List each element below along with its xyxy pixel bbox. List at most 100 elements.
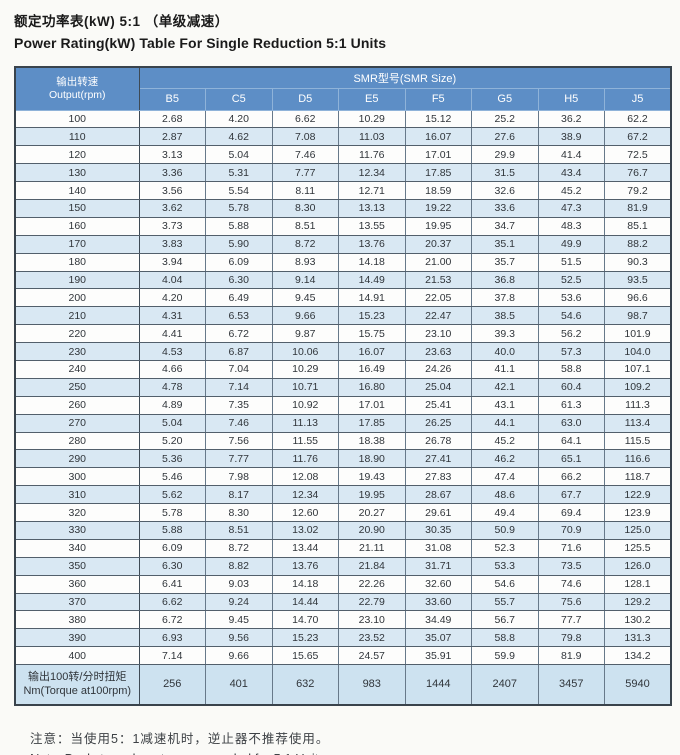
value-cell: 22.79	[338, 592, 406, 612]
value-cell: 5.31	[205, 163, 273, 183]
value-cell: 15.75	[338, 324, 406, 344]
value-cell: 81.9	[604, 198, 672, 218]
value-cell: 14.70	[271, 610, 339, 630]
column-header-h5: H5	[537, 87, 605, 111]
column-header-f5: F5	[404, 87, 472, 111]
value-cell: 13.44	[271, 538, 339, 558]
value-cell: 77.7	[537, 610, 605, 630]
value-cell: 44.1	[471, 413, 539, 433]
value-cell: 11.55	[271, 431, 339, 451]
value-cell: 8.51	[205, 520, 273, 540]
value-cell: 7.14	[205, 377, 273, 397]
value-cell: 2.68	[138, 109, 206, 129]
value-cell: 5.04	[138, 413, 206, 433]
value-cell: 60.4	[537, 377, 605, 397]
value-cell: 9.87	[271, 324, 339, 344]
value-cell: 81.9	[537, 646, 605, 666]
value-cell: 4.78	[138, 377, 206, 397]
value-cell: 58.8	[471, 628, 539, 648]
rpm-cell: 160	[14, 216, 140, 236]
value-cell: 3.13	[138, 145, 206, 165]
value-cell: 12.34	[338, 163, 406, 183]
value-cell: 65.1	[537, 449, 605, 469]
value-cell: 8.17	[205, 485, 273, 505]
value-cell: 19.95	[404, 216, 472, 236]
table-row: 150 3.62 5.78 8.30 13.13 19.22 33.6 47.3 81.9	[14, 198, 672, 218]
value-cell: 24.57	[338, 646, 406, 666]
table-row: 340 6.09 8.72 13.44 21.11 31.08 52.3 71.6 125.5	[14, 538, 672, 558]
value-cell: 5.20	[138, 431, 206, 451]
value-cell: 20.27	[338, 503, 406, 522]
rpm-cell: 130	[14, 163, 140, 183]
value-cell: 90.3	[604, 252, 672, 272]
value-cell: 25.04	[404, 377, 472, 397]
value-cell: 16.49	[338, 359, 406, 379]
value-cell: 48.6	[471, 485, 539, 505]
table-row: 350 6.30 8.82 13.76 21.84 31.71 53.3 73.5 126.0	[14, 556, 672, 576]
value-cell: 88.2	[604, 234, 672, 254]
value-cell: 50.9	[471, 520, 539, 540]
column-header-g5: G5	[471, 87, 539, 111]
column-header-d5: D5	[271, 87, 339, 111]
column-header-c5: C5	[205, 87, 273, 111]
torque-value-cell: 256	[138, 664, 206, 706]
value-cell: 4.20	[205, 109, 273, 129]
value-cell: 126.0	[604, 556, 672, 576]
column-header-b5: B5	[138, 87, 206, 111]
value-cell: 15.23	[338, 306, 406, 326]
value-cell: 6.62	[138, 592, 206, 612]
output-rpm-header: 输出转速 Output(rpm)	[14, 66, 140, 111]
value-cell: 104.0	[604, 342, 672, 361]
value-cell: 7.04	[205, 359, 273, 379]
value-cell: 5.54	[205, 181, 273, 200]
value-cell: 34.7	[471, 216, 539, 236]
value-cell: 35.91	[404, 646, 472, 666]
value-cell: 47.4	[471, 467, 539, 487]
table-row: 210 4.31 6.53 9.66 15.23 22.47 38.5 54.6 98.7	[14, 306, 672, 326]
value-cell: 5.78	[205, 198, 273, 218]
value-cell: 53.6	[537, 288, 605, 308]
torque-value-cell: 5940	[604, 664, 672, 706]
column-header-e5: E5	[338, 87, 406, 111]
table-row: 190 4.04 6.30 9.14 14.49 21.53 36.8 52.5 93.5	[14, 270, 672, 290]
value-cell: 101.9	[604, 324, 672, 344]
rpm-cell: 280	[14, 431, 140, 451]
table-row: 200 4.20 6.49 9.45 14.91 22.05 37.8 53.6 96.6	[14, 288, 672, 308]
value-cell: 79.8	[537, 628, 605, 648]
value-cell: 15.65	[271, 646, 339, 666]
value-cell: 38.5	[471, 306, 539, 326]
value-cell: 17.85	[404, 163, 472, 183]
value-cell: 73.5	[537, 556, 605, 576]
value-cell: 31.5	[471, 163, 539, 183]
value-cell: 40.0	[471, 342, 539, 361]
value-cell: 3.73	[138, 216, 206, 236]
value-cell: 19.95	[338, 485, 406, 505]
rpm-cell: 200	[14, 288, 140, 308]
value-cell: 72.5	[604, 145, 672, 165]
value-cell: 17.01	[338, 395, 406, 415]
page-title-en: Power Rating(kW) Table For Single Reduct…	[14, 35, 387, 51]
value-cell: 116.6	[604, 449, 672, 469]
value-cell: 75.6	[537, 592, 605, 612]
rpm-cell: 180	[14, 252, 140, 272]
value-cell: 7.46	[205, 413, 273, 433]
value-cell: 27.6	[471, 127, 539, 147]
value-cell: 4.66	[138, 359, 206, 379]
value-cell: 4.41	[138, 324, 206, 344]
value-cell: 13.76	[338, 234, 406, 254]
value-cell: 49.4	[471, 503, 539, 522]
value-cell: 8.30	[271, 198, 339, 218]
value-cell: 7.77	[205, 449, 273, 469]
table-row: 110 2.87 4.62 7.08 11.03 16.07 27.6 38.9 67.2	[14, 127, 672, 147]
value-cell: 6.72	[138, 610, 206, 630]
value-cell: 35.7	[471, 252, 539, 272]
table-row: 330 5.88 8.51 13.02 20.90 30.35 50.9 70.9 125.0	[14, 520, 672, 540]
value-cell: 56.7	[471, 610, 539, 630]
table-row: 260 4.89 7.35 10.92 17.01 25.41 43.1 61.3 111.3	[14, 395, 672, 415]
value-cell: 9.45	[205, 610, 273, 630]
value-cell: 7.56	[205, 431, 273, 451]
column-header-j5: J5	[604, 87, 672, 111]
rpm-cell: 230	[14, 342, 140, 361]
note-en: Note: Backstops do not recommended for 5…	[30, 751, 668, 755]
rpm-cell: 220	[14, 324, 140, 344]
